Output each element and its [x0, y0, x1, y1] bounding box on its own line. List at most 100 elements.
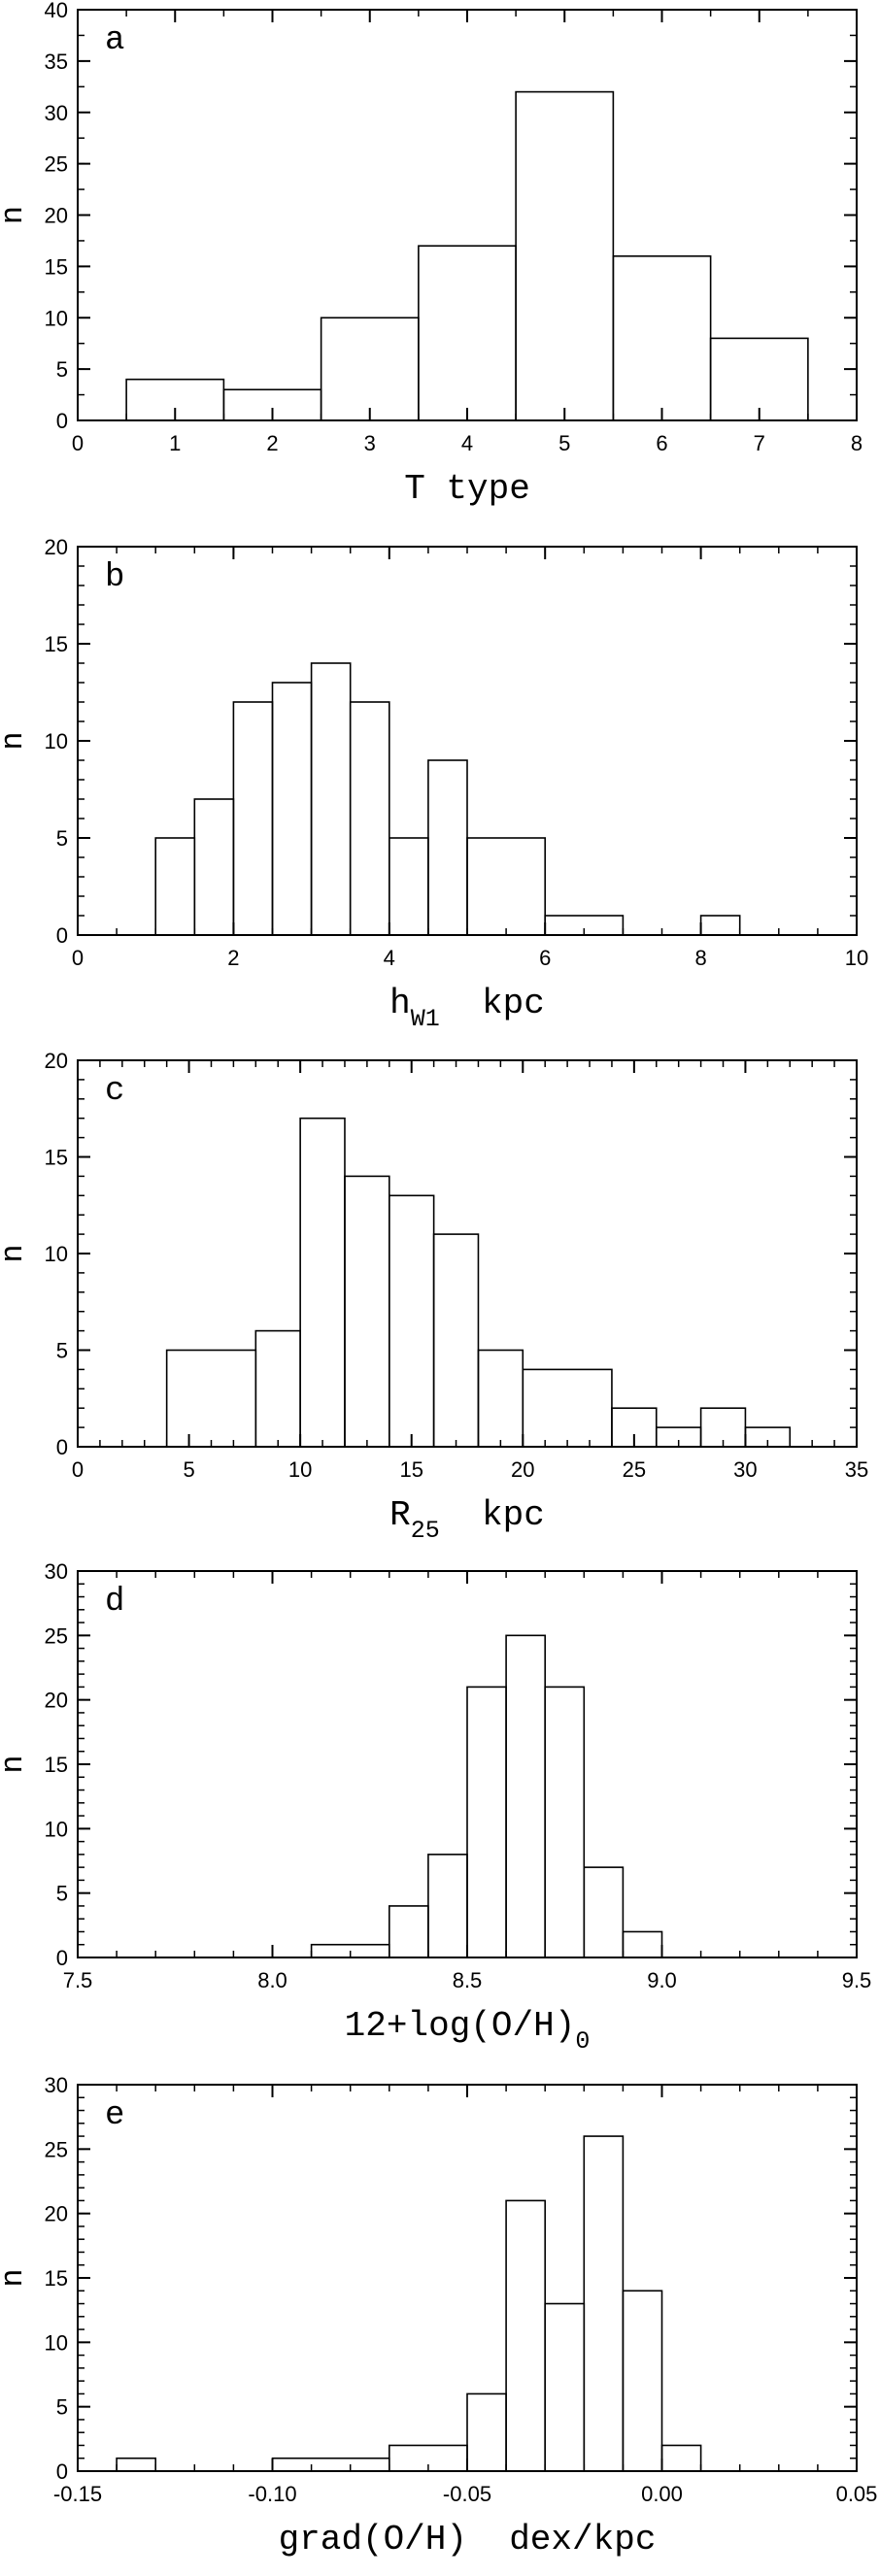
y-axis-label: n — [0, 2268, 31, 2287]
histogram-bar — [505, 2199, 546, 2472]
y-tick-label: 35 — [45, 50, 68, 74]
y-tick-label: 0 — [56, 2459, 68, 2484]
histogram-bar — [466, 1686, 507, 1958]
x-tick-label: 9.0 — [647, 1968, 677, 1992]
histogram-bar — [427, 759, 468, 936]
histogram-bar — [344, 1175, 390, 1448]
x-axis-label-main: R — [389, 1495, 411, 1535]
histogram-bar — [466, 2392, 507, 2472]
x-tick-label: 9.5 — [842, 1968, 872, 1992]
x-tick-label: 5 — [183, 1457, 194, 1482]
x-axis-label-main: 12+log(O/H) — [345, 2006, 576, 2046]
histogram-bar — [299, 1117, 346, 1448]
y-axis-label: n — [0, 1244, 31, 1262]
x-axis-label-subscript: 25 — [411, 1517, 440, 1545]
histogram-bar — [622, 2290, 663, 2472]
histogram-bar — [583, 2135, 625, 2472]
x-axis-label: grad(O/H) dex/kpc — [279, 2520, 657, 2559]
y-tick-label: 5 — [56, 2395, 68, 2420]
y-tick-label: 15 — [45, 2266, 68, 2291]
panel-e: -0.15 -0.10 -0.05 0.00 0.05 0 5 10 15 20 25 30 e n gra… — [0, 2073, 877, 2559]
x-tick-label: -0.15 — [53, 2482, 102, 2506]
x-axis-label: 12+log(O/H)0 — [345, 2006, 591, 2056]
histogram-bar — [466, 837, 546, 936]
x-tick-label: 20 — [511, 1457, 534, 1482]
x-axis-label-unit: kpc — [440, 1495, 545, 1535]
histogram-bar — [612, 254, 712, 421]
y-tick-label: 30 — [45, 101, 68, 125]
histogram-bar — [388, 1905, 429, 1958]
y-tick-label: 30 — [45, 2073, 68, 2097]
x-axis-label-unit: dex/kpc — [467, 2520, 656, 2559]
x-tick-label: 2 — [227, 946, 239, 970]
x-tick-label: 5 — [558, 431, 570, 455]
y-tick-label: 15 — [45, 254, 68, 279]
histogram-bar — [320, 317, 420, 421]
y-tick-label: 10 — [45, 306, 68, 330]
panel-letter: b — [105, 559, 124, 596]
y-tick-label: 20 — [45, 1689, 68, 1713]
histogram-bar — [418, 245, 517, 421]
y-tick-label: 25 — [45, 152, 68, 177]
x-tick-label: 8 — [851, 431, 862, 455]
y-tick-label: 5 — [56, 826, 68, 851]
x-tick-label: 7.5 — [63, 1968, 93, 1992]
y-tick-label: 10 — [45, 1817, 68, 1841]
histogram-bar — [165, 1349, 257, 1448]
histogram-bar — [544, 915, 625, 936]
y-tick-label: 30 — [45, 1559, 68, 1584]
histogram-bar — [744, 1426, 792, 1448]
histogram-bar — [544, 1686, 586, 1958]
x-tick-label: 0 — [72, 946, 84, 970]
y-tick-label: 20 — [45, 204, 68, 228]
x-tick-label: 15 — [399, 1457, 423, 1482]
x-axis-label-main: h — [389, 984, 411, 1023]
x-axis-label-subscript: 0 — [575, 2027, 590, 2056]
y-tick-label: 0 — [56, 1946, 68, 1970]
histogram-bar — [544, 2302, 586, 2472]
x-tick-label: 4 — [461, 431, 473, 455]
plot-frame — [77, 1059, 858, 1448]
x-axis-label: R25 kpc — [389, 1495, 545, 1545]
panel-letter: c — [105, 1073, 124, 1110]
x-tick-label: 1 — [169, 431, 181, 455]
plot-frame — [77, 9, 858, 421]
x-tick-label: 0.00 — [641, 2482, 683, 2506]
x-tick-label: -0.05 — [443, 2482, 491, 2506]
x-tick-label: 30 — [733, 1457, 757, 1482]
x-tick-label: 6 — [539, 946, 551, 970]
histogram-bar — [310, 662, 352, 936]
x-tick-label: 0 — [72, 1457, 84, 1482]
y-tick-label: 10 — [45, 1242, 68, 1266]
x-tick-label: 2 — [266, 431, 278, 455]
panel-letter: a — [105, 22, 124, 59]
histogram-bar — [254, 1329, 301, 1448]
panel-d: 7.5 8.0 8.5 9.0 9.5 0 5 10 15 20 25 30 d n 12+log(O/H)… — [0, 1559, 871, 2056]
x-tick-label: 8.5 — [453, 1968, 483, 1992]
histogram-bar — [522, 1368, 613, 1448]
histogram-bar — [699, 915, 741, 936]
y-tick-label: 15 — [45, 632, 68, 656]
x-axis-label: T type — [404, 469, 530, 509]
x-tick-label: 10 — [845, 946, 868, 970]
y-tick-label: 5 — [56, 1339, 68, 1363]
x-tick-label: 35 — [845, 1457, 868, 1482]
histogram-bar — [271, 682, 313, 936]
x-tick-label: 0.05 — [836, 2482, 878, 2506]
histogram-bar — [232, 701, 274, 936]
histogram-bar — [388, 837, 429, 936]
histogram-bar — [583, 1866, 625, 1958]
y-tick-label: 15 — [45, 1753, 68, 1777]
panel-letter: e — [105, 2097, 124, 2134]
histogram-bar — [388, 1194, 435, 1448]
panel-c: 0510152025303505101520cnR25 kpc — [0, 1049, 868, 1545]
y-tick-label: 15 — [45, 1146, 68, 1170]
histogram-bar — [349, 701, 390, 936]
histogram-bar — [116, 2457, 156, 2472]
y-tick-label: 0 — [56, 1435, 68, 1459]
y-axis-label: n — [0, 1755, 31, 1773]
histogram-bar — [427, 1854, 468, 1958]
y-axis-label: n — [0, 206, 31, 224]
y-tick-label: 20 — [45, 1049, 68, 1073]
